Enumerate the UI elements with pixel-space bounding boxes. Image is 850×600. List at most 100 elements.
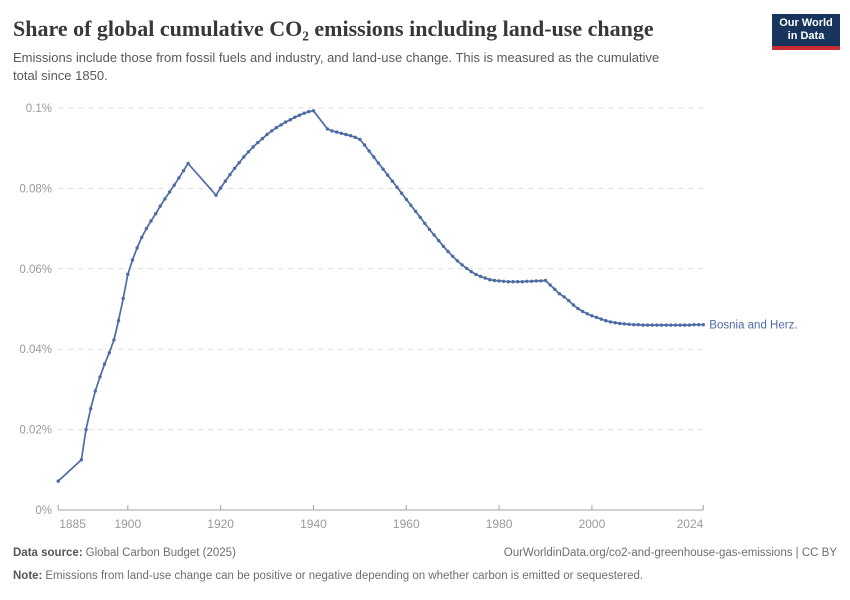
series-point[interactable] [79,458,84,462]
series-point[interactable] [270,129,274,133]
series-point[interactable] [288,118,292,122]
series-point[interactable] [613,321,617,325]
series-point[interactable] [594,315,599,320]
series-point[interactable] [372,155,376,159]
series-point[interactable] [89,407,93,411]
series-point[interactable] [683,323,687,327]
series-point[interactable] [237,161,241,165]
series-point[interactable] [669,323,673,327]
series-point[interactable] [279,123,283,127]
series-point[interactable] [167,190,172,194]
series-point[interactable] [701,323,705,327]
series-point[interactable] [362,143,367,147]
series-point[interactable] [390,179,395,183]
series-point[interactable] [455,259,459,263]
series-point[interactable] [228,173,232,177]
series-point[interactable] [622,322,627,326]
series-point[interactable] [260,136,265,141]
series-point[interactable] [367,149,371,153]
series-point[interactable] [348,134,353,138]
owid-logo[interactable]: Our World in Data [772,14,840,50]
series-point[interactable] [177,176,181,180]
series-point[interactable] [116,319,121,323]
series-point[interactable] [664,323,668,327]
series-point[interactable] [386,173,390,177]
series-point[interactable] [650,323,654,327]
series-point[interactable] [409,203,413,207]
series-point[interactable] [112,338,116,342]
series-point[interactable] [307,109,311,114]
series-point[interactable] [265,132,269,137]
series-point[interactable] [437,239,441,243]
series-point[interactable] [502,279,506,283]
series-point[interactable] [441,244,446,248]
series-point[interactable] [427,227,432,232]
series-point[interactable] [590,314,594,318]
series-point[interactable] [325,127,330,131]
series-point[interactable] [543,278,548,283]
series-point[interactable] [520,280,524,284]
series-point[interactable] [655,323,659,327]
series-point[interactable] [488,278,492,282]
series-point[interactable] [395,185,399,189]
series-point[interactable] [330,129,334,133]
series-point[interactable] [451,254,455,258]
series-point[interactable] [423,221,427,226]
series-point[interactable] [516,280,520,284]
series-point[interactable] [274,126,278,130]
series-point[interactable] [618,321,622,326]
series-point[interactable] [186,161,190,166]
series-point[interactable] [149,219,153,223]
series-point[interactable] [478,274,483,279]
series-point[interactable] [56,479,60,483]
series-point[interactable] [678,323,682,327]
series-point[interactable] [413,209,418,213]
series-point[interactable] [539,279,543,283]
series-point[interactable] [460,263,464,267]
series-point[interactable] [353,135,357,139]
series-point[interactable] [172,183,176,187]
series-point[interactable] [562,295,566,299]
series-point[interactable] [130,258,135,262]
series-point[interactable] [256,140,260,145]
series-point[interactable] [232,166,237,170]
series-point[interactable] [218,186,223,190]
series-point[interactable] [135,246,139,250]
series-point[interactable] [571,303,576,307]
series-point[interactable] [339,131,343,135]
series-point[interactable] [158,204,162,208]
series-point[interactable] [567,298,571,303]
series-point[interactable] [497,279,501,283]
series-point[interactable] [553,287,557,291]
series-point[interactable] [525,279,529,283]
series-point[interactable] [432,233,436,237]
series-point[interactable] [692,323,696,327]
series-point[interactable] [283,120,288,124]
series-point[interactable] [154,212,158,216]
series-point[interactable] [144,226,149,231]
series-point[interactable] [511,280,515,284]
series-point[interactable] [632,323,636,327]
series-point[interactable] [246,150,251,154]
series-point[interactable] [557,292,562,296]
series-point[interactable] [604,319,608,323]
series-point[interactable] [534,279,538,283]
data-series[interactable] [56,109,706,483]
series-point[interactable] [181,169,186,173]
series-point[interactable] [102,362,107,366]
series-point[interactable] [464,266,469,271]
series-point[interactable] [469,269,473,274]
series-point[interactable] [506,280,511,284]
series-point[interactable] [302,111,306,115]
series-point[interactable] [335,130,339,134]
series-point[interactable] [376,161,381,165]
series-point[interactable] [474,272,478,277]
series-point[interactable] [636,323,640,327]
series-point[interactable] [418,215,422,219]
line-chart-canvas[interactable]: 0% 0.02% 0.04% 0.06% 0.08% 0.1% 1885 1900 1920 19… [0,95,850,540]
series-point[interactable] [627,322,631,326]
series-point[interactable] [223,179,227,183]
series-point[interactable] [659,323,664,327]
series-point[interactable] [121,296,125,301]
series-point[interactable] [93,389,98,393]
